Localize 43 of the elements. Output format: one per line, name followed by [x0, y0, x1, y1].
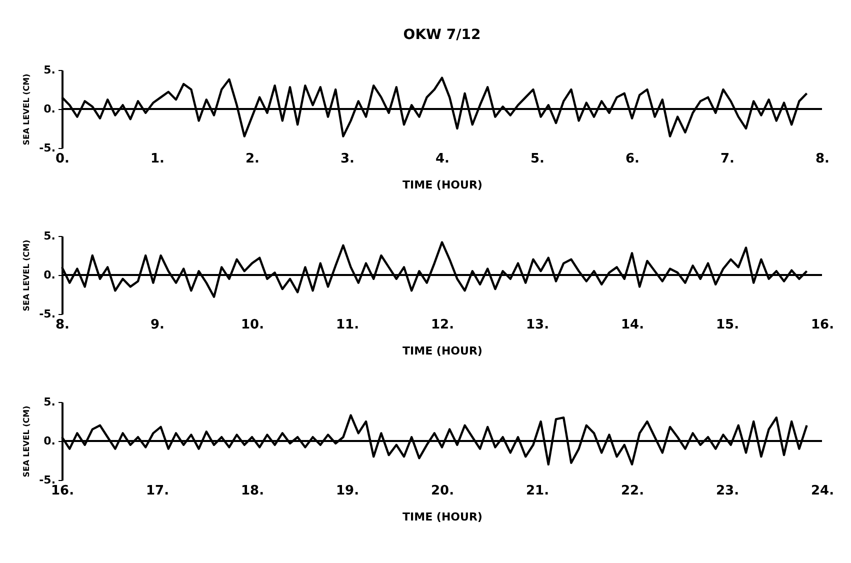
y-tick-label: 5. — [44, 230, 56, 242]
x-tick-label: 18. — [240, 484, 264, 498]
y-tick-label: -5. — [39, 308, 56, 320]
y-tick-label: 5. — [44, 64, 56, 76]
x-tick-label: 8. — [816, 152, 830, 166]
x-tick-label: 15. — [716, 318, 740, 332]
x-tick-label: 7. — [720, 152, 734, 166]
x-tick-label: 19. — [336, 484, 360, 498]
x-tick-label: 24. — [810, 484, 834, 498]
x-axis-title: TIME (HOUR) — [402, 344, 482, 358]
x-tick-label: 16. — [810, 318, 834, 332]
y-axis-title: SEA LEVEL (CM) — [22, 240, 32, 312]
y-tick-label: -5. — [39, 474, 56, 486]
y-tick-label: 5. — [44, 396, 56, 408]
x-tick-label: 16. — [50, 484, 74, 498]
x-tick-label: 9. — [150, 318, 164, 332]
y-tick-label: 0. — [44, 102, 56, 116]
x-tick-label: 3. — [340, 152, 354, 166]
x-tick-label: 2. — [246, 152, 260, 166]
x-tick-label: 5. — [530, 152, 544, 166]
x-tick-label: 21. — [526, 484, 550, 498]
x-tick-label: 0. — [56, 152, 70, 166]
x-axis-title: TIME (HOUR) — [402, 178, 482, 192]
x-tick-label: 12. — [430, 318, 454, 332]
x-tick-label: 11. — [336, 318, 360, 332]
x-tick-label: 23. — [716, 484, 740, 498]
x-tick-label: 17. — [146, 484, 170, 498]
x-tick-label: 22. — [620, 484, 644, 498]
x-tick-label: 4. — [436, 152, 450, 166]
chart-title: OKW 7/12 — [403, 27, 481, 43]
y-axis-title: SEA LEVEL (CM) — [22, 74, 32, 146]
x-tick-label: 13. — [526, 318, 550, 332]
y-tick-label: -5. — [39, 142, 56, 154]
x-tick-label: 20. — [430, 484, 454, 498]
x-axis-title: TIME (HOUR) — [402, 510, 482, 524]
x-tick-label: 10. — [240, 318, 264, 332]
y-tick-label: 0. — [44, 434, 56, 448]
x-tick-label: 1. — [150, 152, 164, 166]
y-tick-label: 0. — [44, 268, 56, 282]
x-tick-label: 14. — [620, 318, 644, 332]
x-tick-label: 8. — [56, 318, 70, 332]
y-axis-title: SEA LEVEL (CM) — [22, 406, 32, 478]
x-tick-label: 6. — [626, 152, 640, 166]
